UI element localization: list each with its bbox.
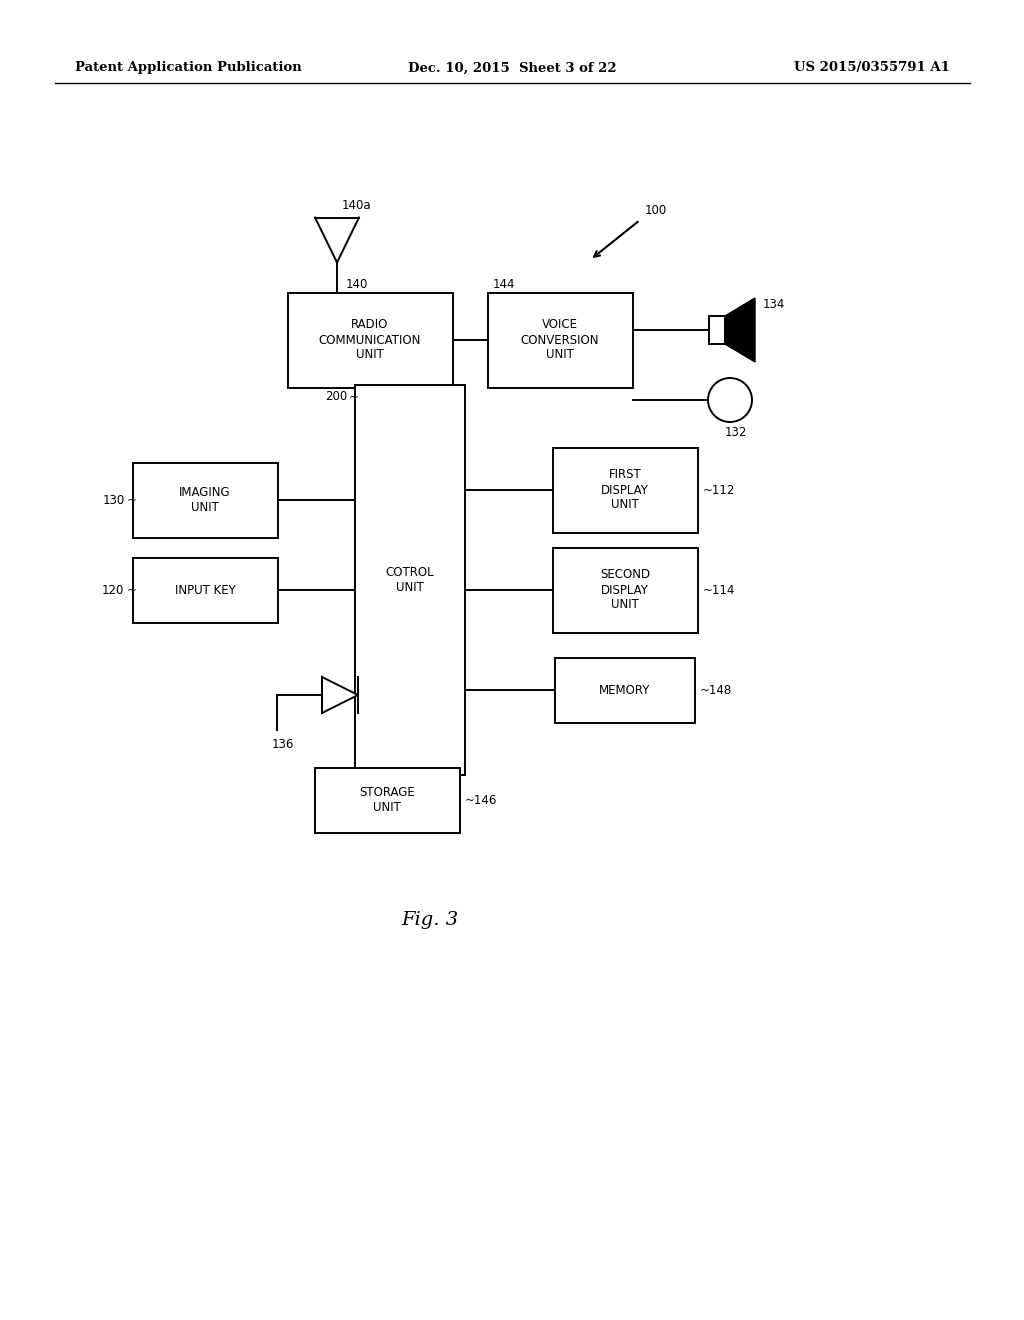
Text: ~114: ~114 bbox=[702, 583, 735, 597]
Text: 140: 140 bbox=[345, 279, 368, 290]
Text: Patent Application Publication: Patent Application Publication bbox=[75, 62, 302, 74]
Text: INPUT KEY: INPUT KEY bbox=[175, 583, 236, 597]
Text: 120: 120 bbox=[102, 583, 125, 597]
Text: FIRST
DISPLAY
UNIT: FIRST DISPLAY UNIT bbox=[601, 469, 649, 511]
Text: US 2015/0355791 A1: US 2015/0355791 A1 bbox=[795, 62, 950, 74]
Bar bbox=[314, 767, 460, 833]
Bar bbox=[709, 315, 725, 345]
Text: ~112: ~112 bbox=[702, 483, 735, 496]
Polygon shape bbox=[725, 298, 755, 362]
Text: ~: ~ bbox=[127, 494, 136, 507]
Text: IMAGING
UNIT: IMAGING UNIT bbox=[179, 486, 230, 513]
Text: 140a: 140a bbox=[342, 199, 372, 213]
Bar bbox=[487, 293, 633, 388]
Text: RADIO
COMMUNICATION
UNIT: RADIO COMMUNICATION UNIT bbox=[318, 318, 421, 362]
Text: 136: 136 bbox=[272, 738, 294, 751]
Text: 100: 100 bbox=[645, 203, 668, 216]
Text: MEMORY: MEMORY bbox=[599, 684, 650, 697]
Text: 200: 200 bbox=[325, 391, 347, 404]
Polygon shape bbox=[322, 677, 358, 713]
Bar bbox=[288, 293, 453, 388]
Text: 144: 144 bbox=[493, 279, 515, 290]
Text: SECOND
DISPLAY
UNIT: SECOND DISPLAY UNIT bbox=[600, 569, 650, 611]
Text: ~146: ~146 bbox=[465, 793, 497, 807]
Text: 130: 130 bbox=[102, 494, 125, 507]
Text: 132: 132 bbox=[725, 425, 748, 438]
Bar bbox=[553, 548, 697, 632]
Text: STORAGE
UNIT: STORAGE UNIT bbox=[359, 785, 415, 814]
Bar bbox=[355, 385, 465, 775]
Text: COTROL
UNIT: COTROL UNIT bbox=[386, 566, 434, 594]
Bar bbox=[132, 462, 278, 537]
Text: Dec. 10, 2015  Sheet 3 of 22: Dec. 10, 2015 Sheet 3 of 22 bbox=[408, 62, 616, 74]
Text: ~: ~ bbox=[127, 583, 136, 597]
Text: Fig. 3: Fig. 3 bbox=[401, 911, 459, 929]
Bar bbox=[553, 447, 697, 532]
Text: VOICE
CONVERSION
UNIT: VOICE CONVERSION UNIT bbox=[521, 318, 599, 362]
Text: 134: 134 bbox=[763, 298, 785, 312]
Text: ~148: ~148 bbox=[700, 684, 732, 697]
Bar bbox=[555, 657, 695, 722]
Text: ~: ~ bbox=[349, 391, 358, 404]
Bar bbox=[132, 557, 278, 623]
